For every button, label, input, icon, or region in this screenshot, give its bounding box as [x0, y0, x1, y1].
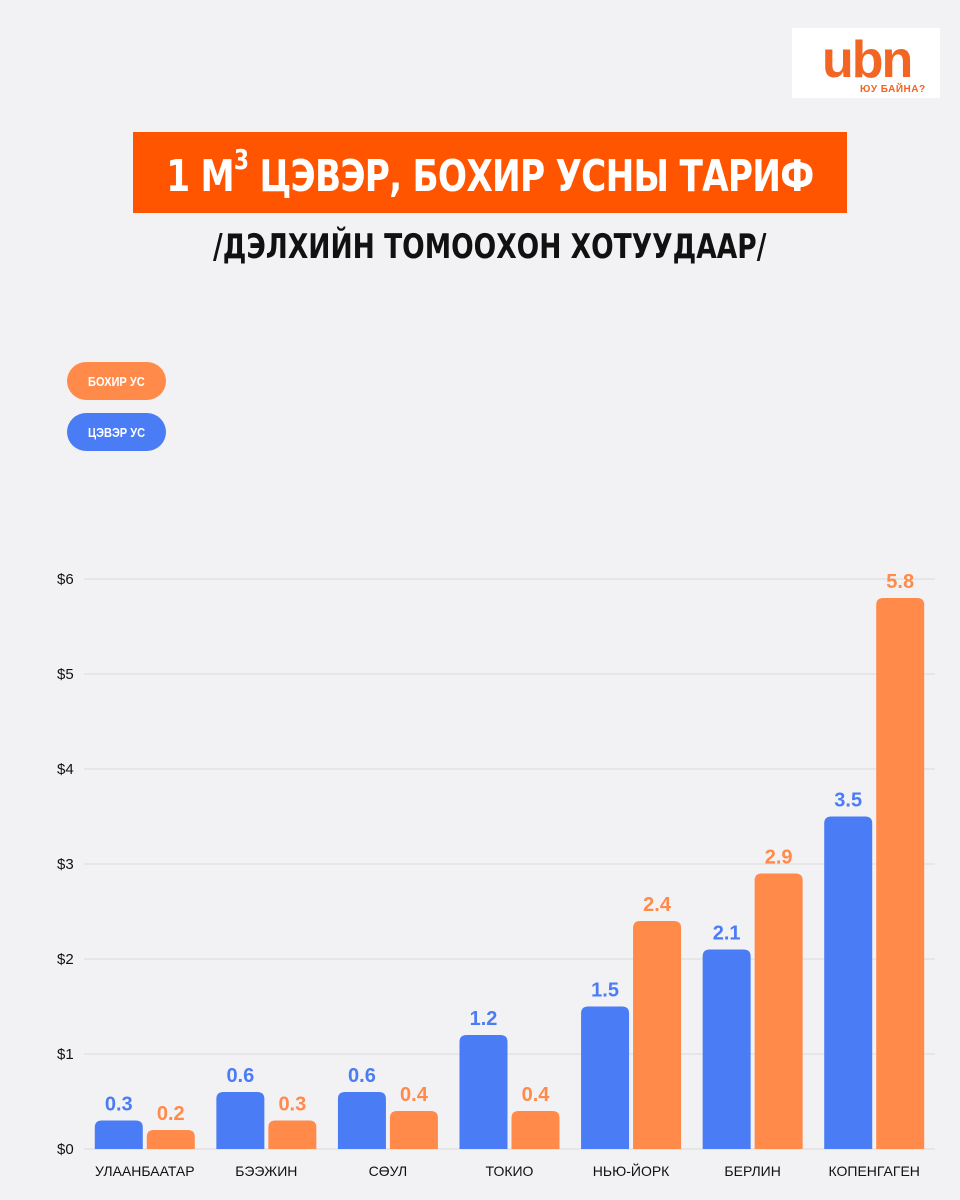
title-rest: ЦЭВЭР, БОХИР УСНЫ ТАРИФ: [248, 151, 815, 202]
data-label-clean-water: 0.6: [226, 1065, 254, 1087]
bar-clean-water: [702, 949, 751, 1149]
y-tick-label: $0: [57, 1141, 74, 1158]
y-tick-label: $4: [57, 761, 74, 778]
bar-dirty-water: [876, 598, 925, 1149]
legend-label-dirty-water: БОХИР УС: [88, 373, 145, 389]
data-label-clean-water: 0.6: [348, 1065, 376, 1087]
data-label-dirty-water: 5.8: [886, 571, 914, 593]
data-label-clean-water: 0.3: [105, 1094, 133, 1116]
y-tick-label: $2: [57, 951, 74, 968]
title-prefix: 1 М: [166, 151, 235, 202]
x-tick-label: ТОКИО: [486, 1163, 534, 1179]
legend-item-dirty-water: БОХИР УС: [67, 362, 166, 400]
bar-dirty-water: [268, 1120, 317, 1149]
data-label-clean-water: 1.5: [591, 980, 619, 1002]
y-tick-label: $6: [57, 571, 74, 588]
bar-clean-water: [824, 816, 873, 1149]
data-label-clean-water: 3.5: [834, 790, 862, 812]
x-tick-label: НЬЮ-ЙОРК: [593, 1162, 670, 1179]
y-tick-label: $5: [57, 666, 74, 683]
chart-subtitle: /ДЭЛХИЙН ТОМООХОН ХОТУУДААР/: [213, 227, 767, 267]
brand-tagline: ЮУ БАЙНА?: [860, 84, 926, 95]
legend-item-clean-water: ЦЭВЭР УС: [67, 413, 166, 451]
bar-dirty-water: [633, 921, 682, 1149]
bar-dirty-water: [389, 1111, 438, 1149]
bar-dirty-water: [754, 873, 803, 1149]
bar-dirty-water: [146, 1130, 195, 1149]
bar-clean-water: [581, 1006, 630, 1149]
chart-subtitle-wrap: /ДЭЛХИЙН ТОМООХОН ХОТУУДААР/: [140, 222, 840, 272]
y-tick-label: $3: [57, 856, 74, 873]
data-label-dirty-water: 0.2: [157, 1103, 185, 1125]
data-label-clean-water: 2.1: [713, 923, 741, 945]
bar-clean-water: [94, 1120, 143, 1149]
x-tick-label: КОПЕНГАГЕН: [829, 1163, 920, 1179]
title-banner: 1 М3 ЦЭВЭР, БОХИР УСНЫ ТАРИФ: [133, 132, 847, 213]
x-tick-label: УЛААНБААТАР: [95, 1163, 195, 1179]
data-label-dirty-water: 0.4: [400, 1084, 429, 1106]
chart-title: 1 М3 ЦЭВЭР, БОХИР УСНЫ ТАРИФ: [166, 143, 815, 202]
x-tick-label: БЕРЛИН: [724, 1163, 780, 1179]
data-label-dirty-water: 2.9: [765, 847, 793, 869]
y-tick-label: $1: [57, 1046, 74, 1063]
bar-clean-water: [337, 1092, 386, 1149]
data-label-dirty-water: 2.4: [643, 894, 672, 916]
brand-logo: ubn ЮУ БАЙНА?: [792, 28, 940, 98]
bar-chart: $0 $1 $2 $3 $4 $5 $6 УЛААНБААТАР 0.3 0.2 БЭЭЖИН 0.6…: [57, 571, 935, 1179]
x-tick-label: СӨУЛ: [369, 1163, 408, 1179]
data-label-dirty-water: 0.4: [522, 1084, 551, 1106]
legend-label-clean-water: ЦЭВЭР УС: [87, 424, 146, 440]
bar-clean-water: [459, 1035, 508, 1149]
data-label-dirty-water: 0.3: [278, 1094, 306, 1116]
title-superscript: 3: [234, 143, 249, 176]
x-tick-label: БЭЭЖИН: [235, 1163, 297, 1179]
brand-logo-mark: ubn: [822, 31, 913, 89]
bar-dirty-water: [511, 1111, 560, 1149]
bar-clean-water: [216, 1092, 265, 1149]
data-label-clean-water: 1.2: [470, 1008, 498, 1030]
